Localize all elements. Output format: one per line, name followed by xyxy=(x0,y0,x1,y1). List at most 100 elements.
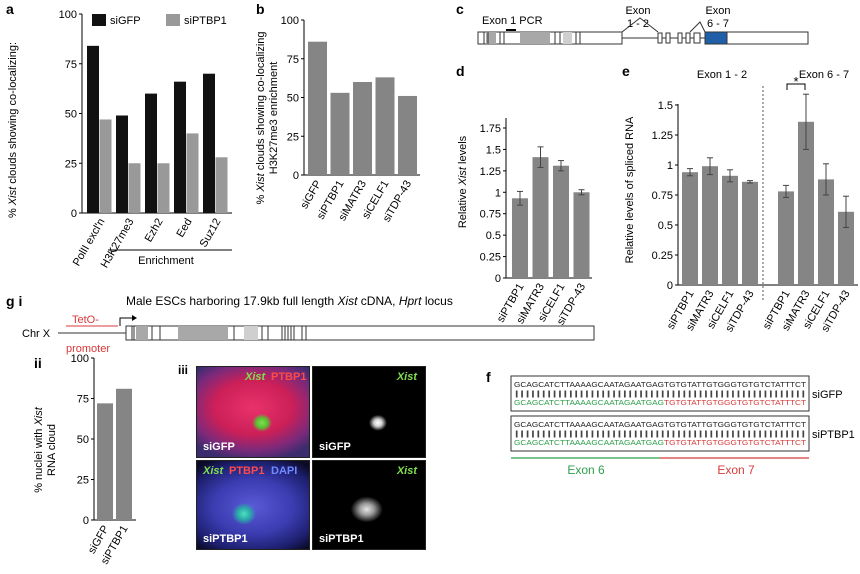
panel-gii-ylabel-line2: RNA cloud xyxy=(46,424,58,476)
panel-g-i: g i Male ESCs harboring 17.9kb full leng… xyxy=(6,293,595,355)
ytick-label: 25 xyxy=(77,475,89,487)
bar xyxy=(553,165,569,278)
bar xyxy=(375,77,395,175)
splice-arc-1 xyxy=(621,17,659,33)
bar xyxy=(742,181,758,285)
seq2-bottom: GCAGCATCTTAAAAGCAATAGAATGAG TGTGTATTGTGGG… xyxy=(514,438,807,447)
panel-gii-bars xyxy=(97,388,132,520)
bar xyxy=(116,388,132,520)
panel-d-yticks: 0 0.25 0.5 0.75 1 1.25 1.5 1.75 xyxy=(480,123,506,285)
panel-c-exon67-label: Exon 6 - 7 xyxy=(705,5,730,30)
panel-g-ii: ii % nuclei with Xist RNA cloud 0 25 50 75 1… xyxy=(33,353,136,567)
ytick-label: 0.25 xyxy=(480,252,501,264)
legend-swatch-siGFP xyxy=(92,14,106,26)
bar xyxy=(702,166,718,285)
bar-siPTBP1 xyxy=(99,119,112,213)
panel-g-chr: Chr X xyxy=(22,328,51,340)
bar-siGFP xyxy=(145,93,157,213)
panel-a-legend: siGFP siPTBP1 xyxy=(92,14,227,27)
micro4-label-xist: Xist xyxy=(396,465,417,477)
exon1-stripes xyxy=(483,32,581,44)
exon-4 xyxy=(677,32,683,44)
exon7-label: Exon 7 xyxy=(717,463,755,477)
micro3-label-siptbp1: siPTBP1 xyxy=(203,533,248,545)
ytick-label: 0.5 xyxy=(658,220,673,232)
micro1-label-ptbp1: PTBP1 xyxy=(271,371,307,383)
panel-g-letter: g i xyxy=(6,293,22,309)
panel-g-teto: TetO- xyxy=(72,314,99,326)
panel-d: d Relative Xist levels 0 0.25 0.5 0.75 1 1.25… xyxy=(456,63,592,327)
ytick-label: 50 xyxy=(287,93,299,105)
bar xyxy=(838,211,854,285)
seq-block-1: GCAGCATCTTAAAAGCAATAGAATGAGTGTGTATTGTGGG… xyxy=(514,380,807,407)
panel-b-ylabel-line2: H3K27me3 enrichment xyxy=(268,62,280,175)
panel-c-letter: c xyxy=(456,1,464,17)
bar xyxy=(398,95,417,175)
bar xyxy=(512,198,528,278)
seq1-ticks: ||||||||||||||||||||||||||||||||||||||||… xyxy=(514,389,806,398)
panel-c: c Exon 1 PCR Exon 1 - 2 Exon 6 - 7 xyxy=(456,1,809,45)
panel-d-bars xyxy=(512,146,590,278)
exon1-shade-b xyxy=(520,32,550,44)
seq-label-1: siGFP xyxy=(812,389,843,401)
seq2-top: GCAGCATCTTAAAAGCAATAGAATGAGTGTGTATTGTGGG… xyxy=(514,420,807,429)
bar xyxy=(722,175,738,285)
transgene-shade-c xyxy=(244,326,258,340)
ytick-label: 100 xyxy=(59,9,77,21)
ytick-label: 75 xyxy=(65,59,77,71)
ytick-label: 0 xyxy=(495,273,501,285)
ytick-label: 0 xyxy=(667,280,673,292)
bar-siGFP xyxy=(203,73,215,213)
transgene-shade-b xyxy=(178,326,228,340)
exon-6 xyxy=(693,32,701,44)
gene-body-right xyxy=(726,31,809,45)
panel-b: b % Xist clouds showing co-localizing H3… xyxy=(255,1,420,224)
panel-giii-letter: iii xyxy=(178,363,188,377)
bar xyxy=(97,403,113,520)
panel-a-letter: a xyxy=(6,1,14,17)
panel-b-yticks: 0 25 50 75 100 xyxy=(281,15,304,182)
exon-6-7-highlight xyxy=(704,31,728,45)
panel-e-yticks: 0 0.25 0.5 0.75 1 1.25 1.5 xyxy=(652,100,678,292)
panel-g-title: Male ESCs harboring 17.9kb full length X… xyxy=(126,294,453,308)
panel-e-sig-bracket xyxy=(786,83,806,90)
seq-label-2: siPTBP1 xyxy=(812,429,855,441)
panel-f-letter: f xyxy=(486,369,491,385)
transgene-stripes xyxy=(131,326,307,340)
ytick-label: 100 xyxy=(71,353,89,365)
bar-siGFP xyxy=(174,81,186,213)
panel-gii-yticks: 0 25 50 75 100 xyxy=(71,353,94,527)
transgene-body xyxy=(125,325,595,341)
panel-e-ylabel: Relative levels of spliced RNA xyxy=(624,116,636,263)
xtick-label: Ezh2 xyxy=(143,217,166,245)
micro1-label-xist: Xist xyxy=(245,371,266,383)
ytick-label: 0.75 xyxy=(480,209,501,221)
micro4-label-siptbp1: siPTBP1 xyxy=(319,533,364,545)
panel-c-exon1-pcr: Exon 1 PCR xyxy=(482,15,543,27)
panel-b-ylabel-line1: % Xist clouds showing co-localizing xyxy=(255,31,267,204)
ytick-label: 0.5 xyxy=(486,230,501,242)
ytick-label: 100 xyxy=(281,15,299,27)
panel-e-letter: e xyxy=(622,63,630,79)
exon6-label: Exon 6 xyxy=(567,463,605,477)
micrograph-xist-ptbp1-sigfp: Xist PTBP1 siGFP xyxy=(196,366,310,458)
micro2-label-xist: Xist xyxy=(396,371,417,383)
panel-b-letter: b xyxy=(256,1,265,17)
ytick-label: 0 xyxy=(83,515,89,527)
seq1-bottom: GCAGCATCTTAAAAGCAATAGAATGAG TGTGTATTGTGGG… xyxy=(514,398,807,407)
bar xyxy=(308,41,327,176)
panel-a-bracket-label: Enrichment xyxy=(138,255,194,267)
bar-siPTBP1 xyxy=(215,157,228,213)
legend-swatch-siPTBP1 xyxy=(166,14,180,26)
xtick-label: Suz12 xyxy=(198,217,224,250)
micro3-label-xist: Xist xyxy=(203,465,224,477)
ytick-label: 50 xyxy=(77,434,89,446)
ytick-label: 1.75 xyxy=(480,123,501,135)
micro2-label-sigfp: siGFP xyxy=(319,441,351,453)
transgene-shade-a xyxy=(136,326,148,340)
panel-d-ylabel: Relative Xist levels xyxy=(457,135,469,228)
panel-g-promoter: promoter xyxy=(66,343,110,355)
bar xyxy=(798,121,814,285)
